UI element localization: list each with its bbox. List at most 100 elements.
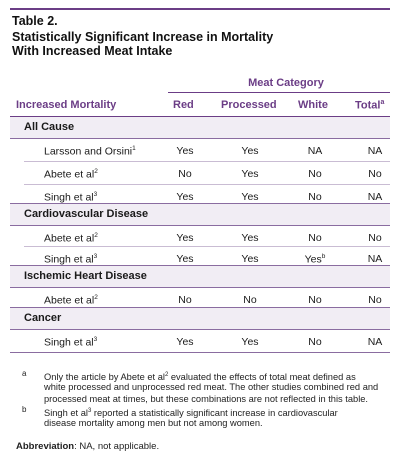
footnote-a-line2: white processed and unprocessed red meat… — [44, 382, 379, 392]
cell-red: Yes — [176, 336, 194, 348]
fn-a-pre: Only the article by Abete et al — [44, 372, 165, 383]
cell-red: No — [178, 168, 192, 180]
cell-processed: Yes — [241, 232, 259, 244]
row-rule — [10, 329, 390, 330]
study-ref: 3 — [93, 253, 98, 260]
cell-total: No — [368, 168, 382, 180]
section-label: Cardiovascular Disease — [24, 208, 149, 220]
study-name: Larsson and Orsini1 — [44, 145, 136, 158]
cell-white: No — [308, 294, 322, 306]
section-rule — [10, 265, 390, 266]
row-rule — [24, 184, 390, 185]
table-row: Abete et al2 No No No No — [10, 288, 390, 310]
footnote-a-line3: processed meat at times, but these combi… — [44, 394, 369, 404]
white-footnote-mark: b — [321, 253, 326, 260]
table-row: Singh et al3 Yes Yes No NA — [10, 185, 390, 207]
cell-white: No — [308, 336, 322, 348]
study-label: Singh et al — [44, 336, 94, 349]
cell-total: No — [368, 294, 382, 306]
col-head-red: Red — [173, 99, 194, 111]
header-rule — [10, 116, 390, 117]
cell-white: No — [308, 191, 322, 203]
row-rule — [24, 246, 390, 247]
cell-processed: No — [243, 294, 257, 306]
bottom-rule — [10, 352, 390, 353]
study-ref: 2 — [94, 232, 98, 239]
table-title-line1: Statistically Significant Increase in Mo… — [12, 30, 274, 44]
cell-white: Yesb — [285, 253, 345, 266]
fn-b-ref: 3 — [87, 408, 92, 414]
col-head-total-label: Total — [355, 99, 381, 112]
row-rule — [10, 138, 390, 139]
cell-white: No — [308, 232, 322, 244]
col-head-total: Totala — [355, 99, 384, 112]
study-name: Abete et al2 — [44, 168, 98, 181]
cell-processed: Yes — [241, 191, 259, 203]
section-rule — [10, 307, 390, 308]
section-label: All Cause — [24, 121, 75, 133]
fn-a-post: evaluated the effects of total meat defi… — [168, 372, 356, 383]
study-label: Abete et al — [44, 168, 95, 181]
footnote-a-line1: Only the article by Abete et al2 evaluat… — [44, 370, 356, 383]
study-name: Singh et al3 — [44, 191, 97, 204]
abbreviation-text: : NA, not applicable. — [74, 441, 160, 452]
table-number: Table 2. — [12, 14, 58, 28]
abbreviation-label: Abbreviation — [16, 441, 75, 452]
fn-b-post: reported a statistically significant inc… — [91, 408, 338, 419]
study-ref: 2 — [94, 168, 98, 175]
cell-white-value: Yes — [304, 253, 322, 266]
table-row: Singh et al3 Yes Yes Yesb NA — [10, 247, 390, 269]
meat-category-header: Meat Category — [248, 77, 324, 89]
cell-total: NA — [367, 191, 383, 203]
cell-processed: Yes — [241, 168, 259, 180]
row-rule — [10, 225, 390, 226]
cell-white: NA — [307, 145, 323, 157]
table-title-line2: With Increased Meat Intake — [12, 44, 173, 58]
study-ref: 2 — [94, 294, 98, 301]
section-rule — [10, 203, 390, 204]
table-row: Larsson and Orsini1 Yes Yes NA NA — [10, 139, 390, 161]
section-label: Ischemic Heart Disease — [24, 270, 147, 282]
table-row: Abete et al2 No Yes No No — [10, 162, 390, 184]
cell-white: No — [308, 168, 322, 180]
cell-total: NA — [367, 145, 383, 157]
study-label: Abete et al — [44, 232, 95, 245]
row-header: Increased Mortality — [16, 99, 117, 111]
cell-total: NA — [367, 253, 383, 265]
study-name: Singh et al3 — [44, 253, 97, 266]
top-rule — [10, 8, 390, 10]
study-label: Larsson and Orsini — [44, 145, 133, 158]
section-cancer: Cancer — [10, 308, 390, 329]
col-head-processed: Processed — [221, 99, 277, 111]
cell-total: No — [368, 232, 382, 244]
cell-red: Yes — [176, 191, 194, 203]
row-rule — [10, 287, 390, 288]
abbreviation-note: Abbreviation: NA, not applicable. — [16, 441, 159, 452]
row-rule — [24, 161, 390, 162]
study-ref: 3 — [93, 191, 98, 198]
footnote-a-mark: a — [22, 369, 27, 378]
cell-red: No — [178, 294, 192, 306]
study-name: Singh et al3 — [44, 336, 97, 349]
section-cardiovascular: Cardiovascular Disease — [10, 204, 390, 225]
footnote-b-line1: Singh et al3 reported a statistically si… — [44, 406, 338, 419]
table-row: Singh et al3 Yes Yes No NA — [10, 330, 390, 352]
study-label: Singh et al — [44, 253, 94, 266]
table-document: Table 2. Statistically Significant Incre… — [10, 0, 390, 460]
study-name: Abete et al2 — [44, 294, 98, 307]
cell-processed: Yes — [241, 145, 259, 157]
category-rule — [168, 92, 390, 93]
section-label: Cancer — [24, 312, 62, 324]
study-ref: 1 — [132, 145, 136, 152]
cell-processed: Yes — [241, 336, 259, 348]
cell-red: Yes — [176, 253, 194, 265]
cell-processed: Yes — [241, 253, 259, 265]
fn-b-pre: Singh et al — [44, 408, 88, 419]
study-ref: 3 — [93, 336, 98, 343]
cell-total: NA — [367, 336, 383, 348]
study-label: Singh et al — [44, 191, 94, 204]
footnote-b-mark: b — [22, 405, 27, 414]
cell-red: Yes — [176, 232, 194, 244]
study-label: Abete et al — [44, 294, 95, 307]
section-all-cause: All Cause — [10, 117, 390, 138]
